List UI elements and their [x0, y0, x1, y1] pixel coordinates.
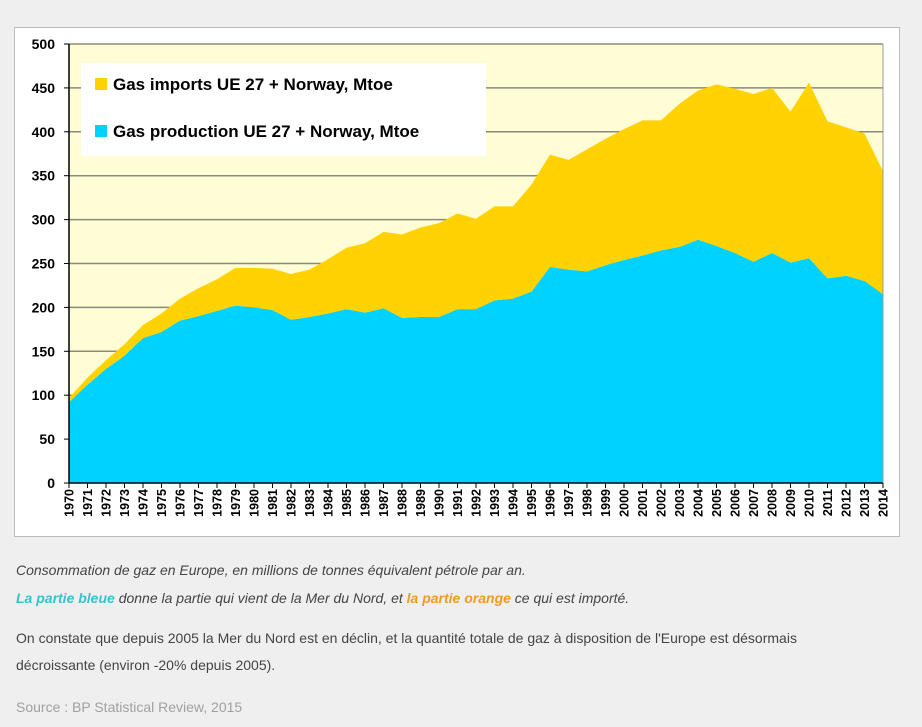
y-tick-label: 0: [47, 475, 55, 491]
x-tick-label: 1998: [581, 489, 595, 517]
x-tick-label: 1993: [488, 489, 502, 517]
y-tick-label: 150: [32, 343, 56, 359]
area-series-1: [69, 82, 883, 403]
y-tick-label: 100: [32, 387, 56, 403]
caption-mid: donne la partie qui vient de la Mer du N…: [114, 590, 407, 606]
x-tick-label: 2009: [784, 489, 798, 517]
x-tick-label: 1982: [285, 489, 299, 517]
x-tick-label: 2003: [673, 489, 687, 517]
x-tick-label: 2001: [636, 489, 650, 517]
x-tick-label: 2005: [710, 489, 724, 517]
x-tick-label: 2000: [618, 489, 632, 517]
x-tick-label: 2002: [655, 489, 669, 517]
x-tick-label: 2007: [747, 489, 761, 517]
x-tick-label: 2008: [766, 489, 780, 517]
paragraph-line1: On constate que depuis 2005 la Mer du No…: [16, 630, 797, 646]
gas-area-chart: 0 50 100 150 200 250 300 350 400 450 500 1970 1971 19…: [32, 36, 891, 517]
x-tick-label: 1981: [266, 489, 280, 517]
source-note: Source : BP Statistical Review, 2015: [16, 699, 243, 715]
caption-end: ce qui est importé.: [510, 590, 630, 606]
x-tick-label: 1995: [525, 489, 539, 517]
x-tick-label: 1987: [377, 489, 391, 517]
caption-line1: Consommation de gaz en Europe, en millio…: [16, 562, 526, 578]
x-tick-label: 2012: [840, 489, 854, 517]
x-tick-label: 1975: [155, 489, 169, 517]
x-tick-label: 1985: [340, 489, 354, 517]
x-tick-label: 1970: [63, 489, 77, 517]
x-tick-label: 1996: [544, 489, 558, 517]
y-tick-label: 450: [32, 80, 56, 96]
x-tick-label: 1984: [322, 489, 336, 517]
x-tick-label: 1999: [599, 489, 613, 517]
caption-line2: La partie bleue donne la partie qui vien…: [16, 590, 629, 606]
x-tick-label: 1978: [211, 489, 225, 517]
x-tick-label: 1980: [248, 489, 262, 517]
legend-label: Gas production UE 27 + Norway, Mtoe: [113, 122, 419, 141]
y-tick-label: 500: [32, 36, 56, 52]
x-tick-label: 2013: [858, 489, 872, 517]
x-tick-label: 1971: [81, 489, 95, 517]
legend-box: [81, 63, 486, 156]
orange-part-label: la partie orange: [406, 590, 511, 606]
x-tick-label: 1974: [137, 489, 151, 517]
legend-label: Gas imports UE 27 + Norway, Mtoe: [113, 75, 393, 94]
x-tick-label: 2011: [821, 489, 835, 516]
y-tick-label: 400: [32, 124, 56, 140]
x-tick-label: 1990: [433, 489, 447, 517]
x-tick-label: 1986: [359, 489, 373, 517]
y-tick-label: 200: [32, 299, 56, 315]
chart-frame: 0 50 100 150 200 250 300 350 400 450 500 1970 1971 19…: [14, 27, 900, 537]
x-tick-label: 1979: [229, 489, 243, 517]
legend: Gas imports UE 27 + Norway, Mtoe Gas prod…: [81, 63, 486, 156]
x-tick-label: 2004: [692, 489, 706, 517]
x-tick-label: 1991: [451, 489, 465, 517]
x-tick-label: 1972: [100, 489, 114, 517]
area-series-0: [69, 239, 883, 483]
x-tick-label: 1977: [192, 489, 206, 517]
x-tick-label: 2010: [803, 489, 817, 517]
x-tick-label: 1983: [303, 489, 317, 517]
legend-swatch: [95, 125, 107, 137]
x-tick-label: 1992: [470, 489, 484, 517]
x-tick-label: 1973: [118, 489, 132, 517]
x-tick-label: 1976: [174, 489, 188, 517]
x-tick-label: 1997: [562, 489, 576, 517]
x-tick-label: 1989: [414, 489, 428, 517]
legend-swatch: [95, 78, 107, 90]
y-tick-label: 250: [32, 256, 56, 272]
x-tick-label: 1988: [396, 489, 410, 517]
x-tick-label: 1994: [507, 489, 521, 517]
paragraph-line2: décroissante (environ -20% depuis 2005).: [16, 657, 276, 673]
blue-part-label: La partie bleue: [16, 590, 115, 606]
y-tick-label: 300: [32, 212, 56, 228]
x-tick-label: 2014: [877, 489, 891, 517]
x-tick-label: 2006: [729, 489, 743, 517]
y-tick-label: 350: [32, 168, 56, 184]
y-tick-label: 50: [39, 431, 55, 447]
